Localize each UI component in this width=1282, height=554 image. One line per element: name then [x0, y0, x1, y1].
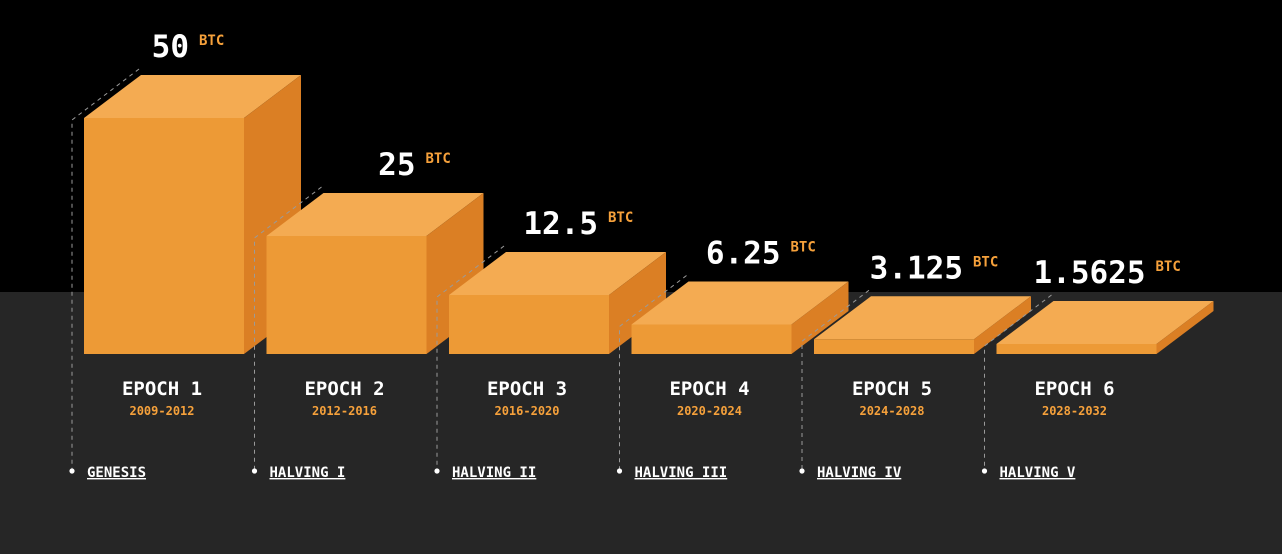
- x-tick-label: EPOCH 2: [304, 378, 384, 400]
- x-tick-label: EPOCH 5: [852, 378, 932, 400]
- bar-side-face: [974, 296, 1031, 354]
- bar-value-unit: BTC: [791, 240, 816, 256]
- event-link[interactable]: HALVING III: [635, 465, 728, 481]
- bar: [84, 118, 244, 354]
- event-bullet: [981, 468, 988, 474]
- bar: [996, 344, 1157, 354]
- bar-top-face: [996, 301, 1214, 344]
- bar-value-label: 3.125: [870, 250, 963, 286]
- x-tick-label: EPOCH 6: [1034, 378, 1114, 400]
- bar: [631, 324, 792, 354]
- x-tick-sublabel: 2020-2024: [677, 404, 742, 418]
- x-tick-sublabel: 2028-2032: [1042, 404, 1107, 418]
- bar-value-label: 25: [378, 147, 415, 183]
- bar: [266, 236, 427, 354]
- event-link[interactable]: HALVING V: [1000, 465, 1076, 481]
- bar-value-unit: BTC: [1156, 259, 1181, 275]
- x-tick-label: EPOCH 3: [487, 378, 567, 400]
- event-link[interactable]: HALVING II: [452, 465, 536, 481]
- bar-value-label: 1.5625: [1034, 255, 1146, 291]
- bar-value-unit: BTC: [426, 151, 451, 167]
- bar-value-unit: BTC: [608, 210, 633, 226]
- bar-top-face: [84, 75, 301, 118]
- x-tick-label: EPOCH 4: [669, 378, 749, 400]
- bar-side-face: [791, 281, 849, 354]
- bar-value-label: 50: [152, 29, 189, 65]
- x-tick-label: EPOCH 1: [122, 378, 202, 400]
- event-bullet: [616, 468, 623, 474]
- x-tick-sublabel: 2012-2016: [312, 404, 377, 418]
- bar-top-face: [814, 296, 1031, 340]
- event-bullet: [434, 468, 440, 474]
- event-link[interactable]: HALVING I: [270, 465, 346, 481]
- event-bullet: [69, 468, 75, 474]
- event-link[interactable]: HALVING IV: [817, 465, 902, 481]
- bar-side-face: [609, 252, 666, 354]
- bar-top-face: [631, 281, 849, 325]
- event-bullet: [251, 468, 258, 474]
- event-bullet: [799, 468, 805, 474]
- guide-line: [801, 289, 870, 470]
- x-tick-sublabel: 2024-2028: [859, 404, 924, 418]
- bar: [449, 295, 609, 354]
- bar-value-unit: BTC: [199, 33, 224, 49]
- bar-top-face: [266, 193, 484, 236]
- guide-line: [619, 275, 687, 470]
- bar: [814, 339, 974, 354]
- bar-top-face: [449, 252, 666, 295]
- event-link[interactable]: GENESIS: [87, 465, 146, 481]
- bar-side-face: [1156, 301, 1214, 354]
- bar-value-label: 12.5: [523, 206, 598, 242]
- bar-value-unit: BTC: [973, 254, 998, 270]
- x-tick-sublabel: 2009-2012: [129, 404, 194, 418]
- bar-value-label: 6.25: [706, 236, 781, 272]
- x-tick-sublabel: 2016-2020: [494, 404, 559, 418]
